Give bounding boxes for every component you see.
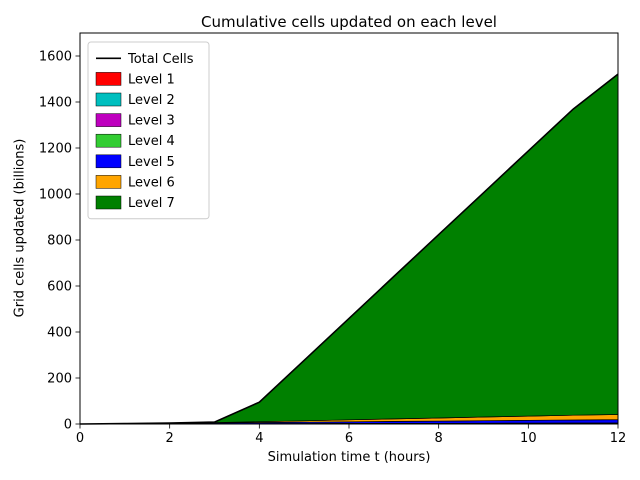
y-tick-label: 1600: [39, 50, 72, 65]
x-tick-label: 4: [255, 431, 263, 446]
y-tick-label: 1000: [39, 188, 72, 203]
y-tick-label: 400: [47, 326, 72, 341]
legend-box: [87, 41, 210, 220]
y-tick-label: 600: [47, 280, 72, 295]
legend-swatch-level-2: [95, 92, 122, 107]
x-axis: 0 2 4 6 8 10 12: [76, 424, 626, 446]
legend-label: Level 5: [128, 155, 175, 170]
y-tick-label: 1200: [39, 142, 72, 157]
legend: Total Cells Level 1 Level 2 Level 3 Level 4 L…: [87, 41, 210, 220]
x-tick-label: 8: [435, 431, 443, 446]
legend-label: Level 2: [128, 93, 175, 108]
x-tick-label: 0: [76, 431, 84, 446]
legend-swatch-level-4: [95, 133, 122, 148]
legend-swatch-level-3: [95, 113, 122, 127]
legend-label: Level 1: [128, 72, 175, 87]
legend-swatch-level-6: [95, 175, 122, 189]
total-line: [79, 73, 619, 425]
x-tick-label: 12: [610, 431, 627, 446]
y-tick-label: 200: [47, 372, 72, 387]
legend-label: Total Cells: [127, 52, 194, 67]
legend-label: Level 3: [128, 114, 175, 129]
x-tick-label: 2: [166, 431, 174, 446]
legend-swatch-level-7: [95, 195, 122, 210]
y-axis: 0 200 400 600 800 1000 1200 1400 1600: [39, 50, 80, 433]
legend-label: Level 6: [128, 175, 175, 190]
x-tick-label: 6: [345, 431, 353, 446]
y-tick-label: 1400: [39, 96, 72, 111]
y-tick-label: 0: [64, 418, 72, 433]
legend-swatch-level-1: [95, 72, 122, 86]
x-tick-label: 10: [520, 431, 537, 446]
legend-swatch-level-5: [95, 154, 122, 169]
y-tick-label: 800: [47, 234, 72, 249]
legend-label: Level 4: [128, 134, 175, 149]
legend-label: Level 7: [128, 196, 175, 211]
